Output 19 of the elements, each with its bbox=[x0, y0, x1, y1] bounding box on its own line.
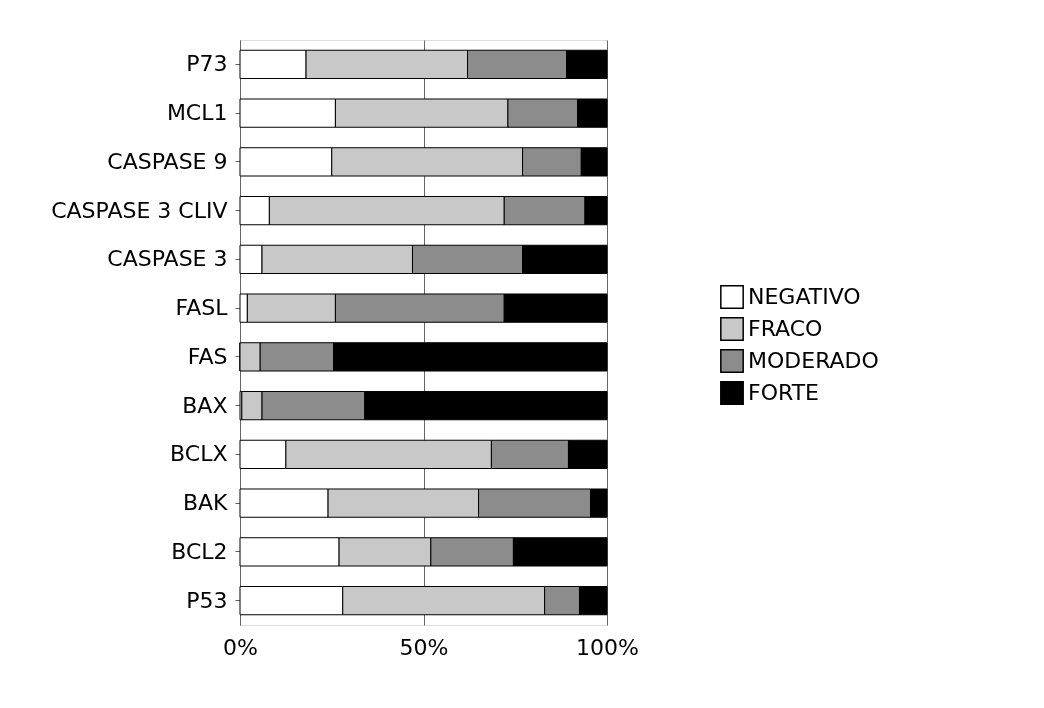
y-tick-label: FAS bbox=[187, 343, 228, 369]
y-tick-label: CASPASE 9 bbox=[107, 148, 228, 174]
y-tick-label: FASL bbox=[175, 295, 229, 321]
x-tick-label: 0% bbox=[223, 634, 258, 660]
legend-label: FRACO bbox=[748, 316, 823, 341]
legend-label: NEGATIVO bbox=[748, 284, 861, 309]
y-tick-label: P73 bbox=[186, 51, 228, 77]
y-tick-label: MCL1 bbox=[166, 100, 228, 126]
x-tick-label: 100% bbox=[576, 634, 639, 660]
legend-label: MODERADO bbox=[748, 348, 879, 373]
y-tick-label: P53 bbox=[186, 587, 228, 613]
legend-label: FORTE bbox=[748, 380, 819, 405]
y-tick-label: BCL2 bbox=[171, 538, 228, 564]
y-tick-label: CASPASE 3 CLIV bbox=[51, 197, 228, 223]
x-tick-label: 50% bbox=[399, 634, 449, 660]
y-tick-label: BAK bbox=[182, 490, 229, 516]
y-tick-label: CASPASE 3 bbox=[107, 246, 228, 272]
y-tick-label: BCLX bbox=[170, 441, 228, 467]
y-tick-label: BAX bbox=[182, 392, 228, 418]
